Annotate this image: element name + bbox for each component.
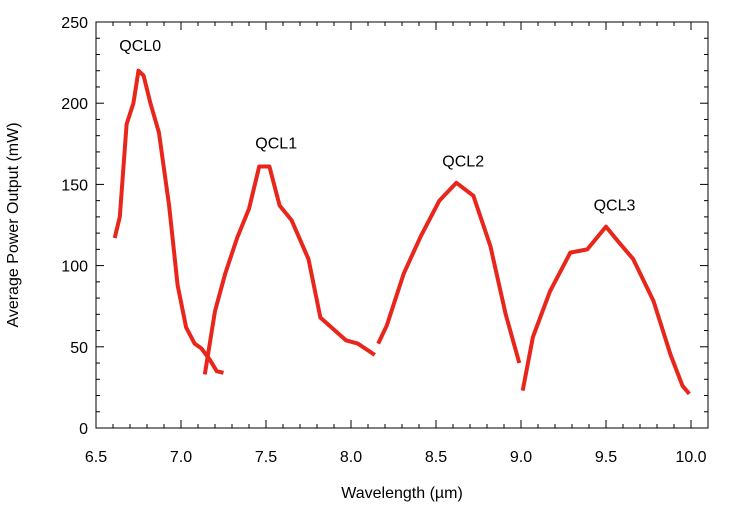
x-tick-label: 9.5 [595, 449, 617, 466]
series-label-qcl1: QCL1 [255, 136, 297, 153]
x-tick-label: 9.0 [510, 449, 532, 466]
x-axis-label: Wavelength (µm) [341, 485, 463, 502]
y-tick-label: 50 [70, 340, 88, 357]
x-tick-label: 7.5 [255, 449, 277, 466]
series-line-qcl1 [202, 164, 376, 375]
axis-ticks [95, 21, 709, 429]
series-label-qcl2: QCL2 [442, 154, 484, 171]
series-label-qcl0: QCL0 [119, 38, 161, 55]
x-tick-label: 8.5 [425, 449, 447, 466]
x-tick-label: 6.5 [85, 449, 107, 466]
series-line-qcl3 [520, 224, 691, 396]
y-tick-label: 250 [61, 15, 88, 32]
y-tick-label: 150 [61, 177, 88, 194]
axis-tick-labels: 6.5 7.0 7.5 8.0 8.5 9.0 9.5 10.0 0 50 100 150 200 250 [61, 15, 706, 466]
y-tick-label: 100 [61, 259, 88, 276]
series-label-qcl3: QCL3 [594, 197, 636, 214]
series-lines [112, 68, 691, 396]
x-tick-label: 8.0 [340, 449, 362, 466]
series-line-qcl2 [376, 180, 522, 364]
y-axis-label: Average Power Output (mW) [5, 122, 22, 327]
series-line-qcl0 [112, 68, 224, 375]
x-tick-label: 7.0 [170, 449, 192, 466]
series-annotations: QCL0 QCL1 QCL2 QCL3 [119, 38, 635, 214]
y-tick-label: 0 [79, 421, 88, 438]
x-tick-label: 10.0 [675, 449, 706, 466]
y-tick-label: 200 [61, 96, 88, 113]
plot-frame [95, 21, 709, 429]
